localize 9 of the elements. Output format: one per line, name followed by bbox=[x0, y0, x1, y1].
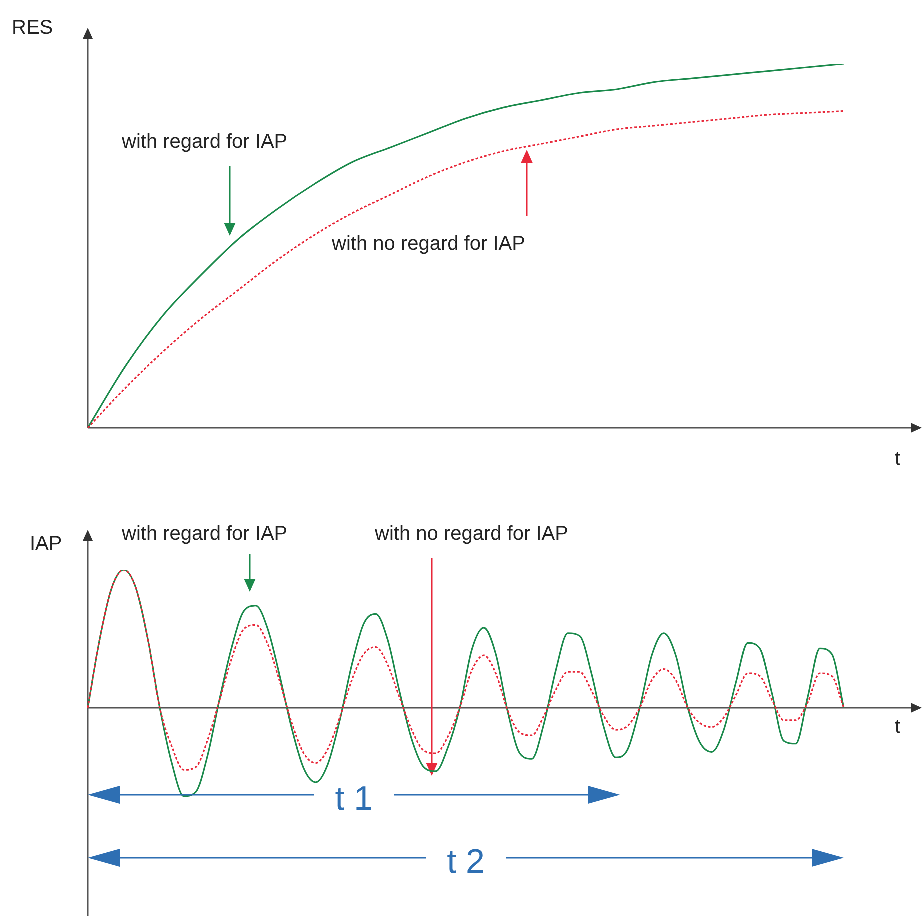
x-axis-title: t bbox=[895, 716, 901, 738]
series-label: with no regard for IAP bbox=[331, 233, 526, 255]
y-axis-title: RES bbox=[12, 17, 54, 39]
series-label: with regard for IAP bbox=[121, 523, 288, 545]
y-axis-title: IAP bbox=[30, 533, 62, 555]
text: with no regard for IAP bbox=[374, 523, 568, 545]
text: with regard for IAP bbox=[121, 131, 288, 153]
annotation: t 1 bbox=[335, 780, 374, 818]
x-axis-title: t bbox=[895, 448, 901, 470]
